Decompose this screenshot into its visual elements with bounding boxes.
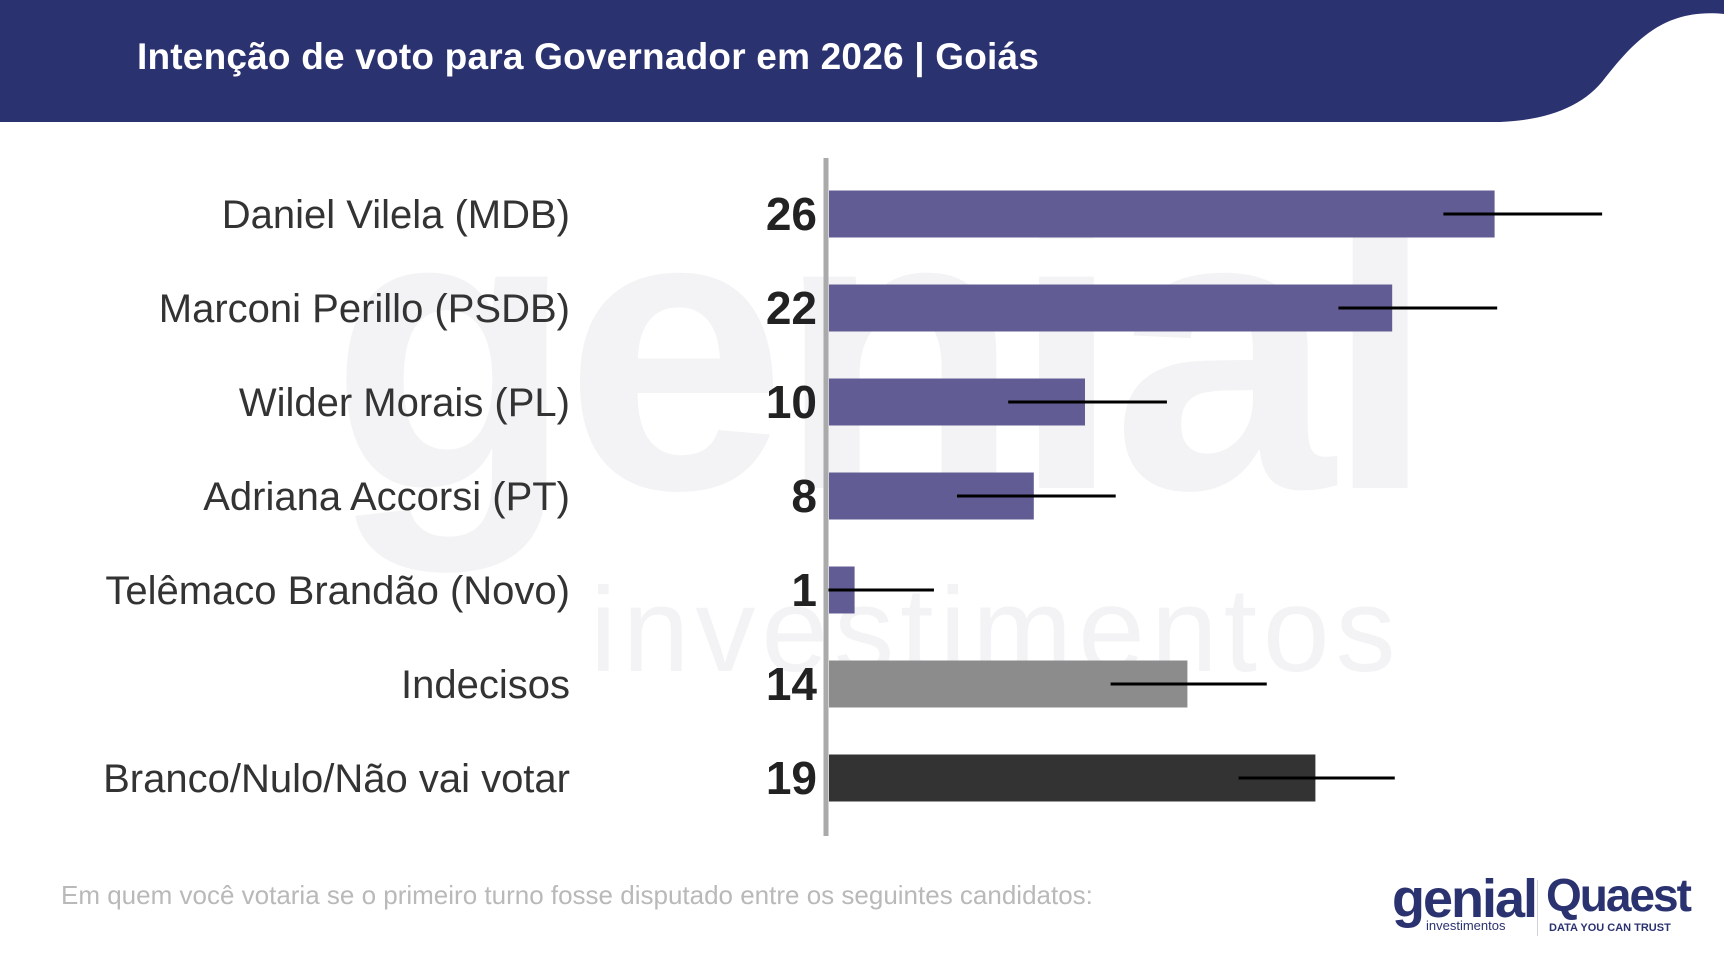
logo-divider — [1537, 880, 1538, 936]
category-label: Wilder Morais (PL) — [239, 381, 570, 425]
bar — [829, 284, 1393, 332]
genial-logo-subtitle: investimentos — [1426, 918, 1506, 933]
category-label: Telêmaco Brandão (Novo) — [105, 569, 570, 613]
category-label: Branco/Nulo/Não vai votar — [103, 757, 570, 801]
value-label: 19 — [766, 752, 817, 804]
bar-chart: Daniel Vilela (MDB) 26 Marconi Perillo (PS… — [103, 158, 1603, 836]
bar — [829, 754, 1316, 802]
value-label: 8 — [791, 470, 817, 522]
value-label: 14 — [766, 658, 818, 710]
category-label: Marconi Perillo (PSDB) — [159, 287, 570, 331]
value-label: 26 — [766, 188, 817, 240]
value-label: 1 — [791, 564, 817, 616]
value-label: 22 — [766, 282, 817, 334]
category-label: Indecisos — [401, 663, 570, 707]
value-label: 10 — [766, 376, 817, 428]
category-label: Daniel Vilela (MDB) — [222, 193, 570, 237]
genial-logo: genial — [1392, 869, 1538, 929]
quaest-logo: Quaest — [1546, 869, 1692, 921]
bar — [829, 190, 1495, 238]
chart-title: Intenção de voto para Governador em 2026… — [137, 36, 1040, 77]
question-note: Em quem você votaria se o primeiro turno… — [61, 880, 1093, 910]
header-banner — [0, 0, 1724, 122]
quaest-logo-subtitle: DATA YOU CAN TRUST — [1549, 922, 1671, 934]
category-label: Adriana Accorsi (PT) — [203, 475, 570, 519]
